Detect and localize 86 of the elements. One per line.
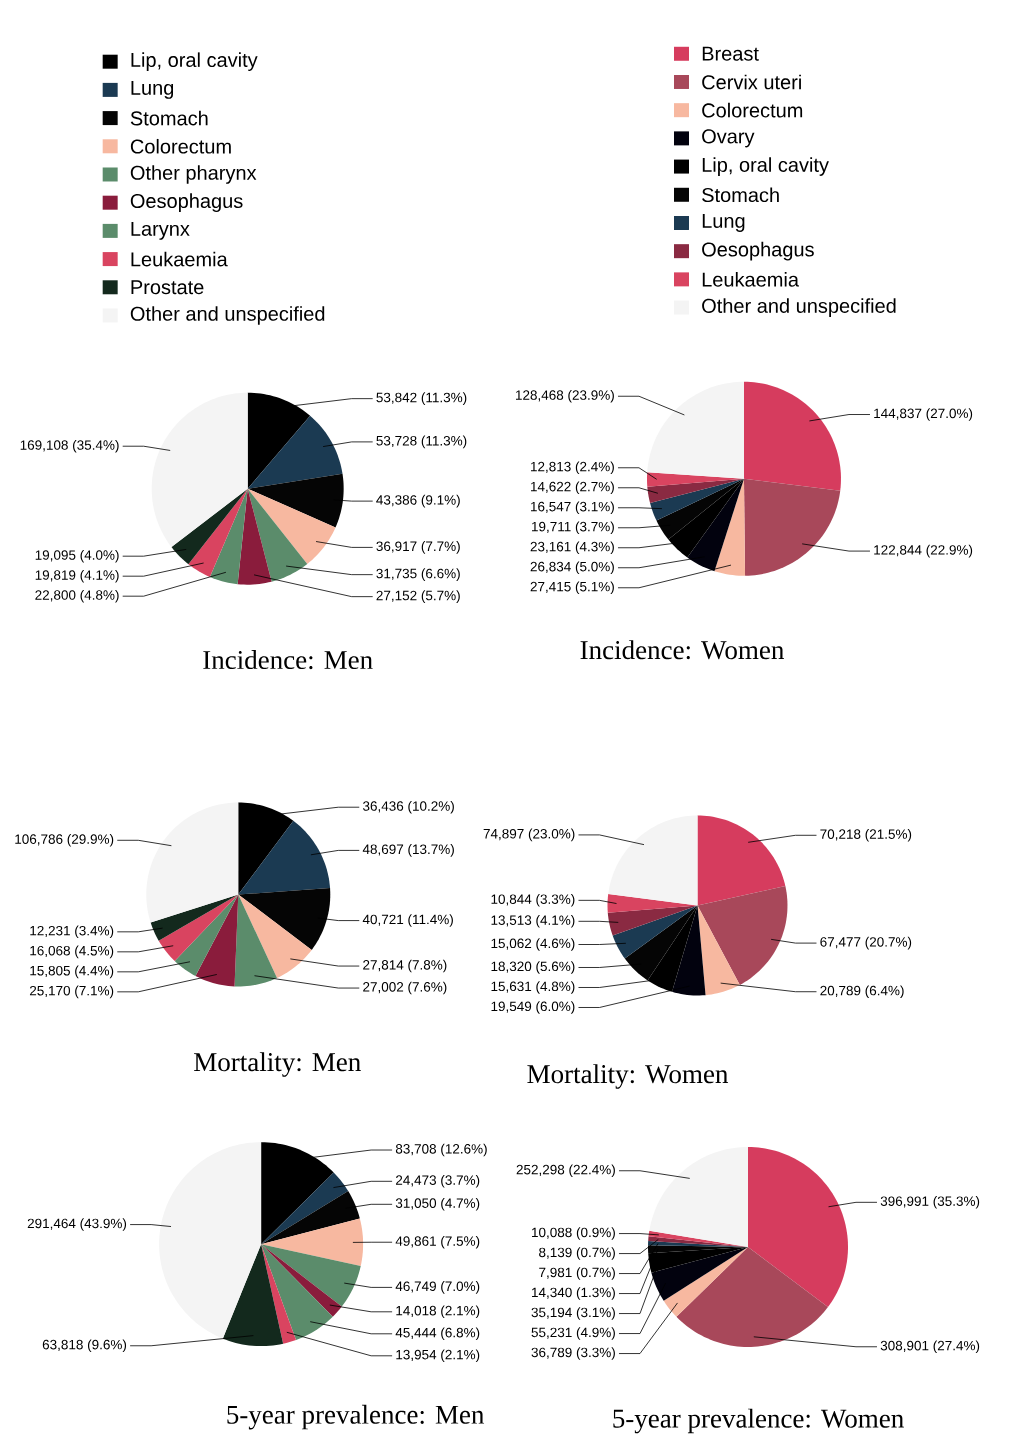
text: Mortality: Women — [527, 1064, 729, 1089]
data-label: 144,837 (27.0%) — [874, 408, 973, 421]
legend-label: Lung — [131, 80, 174, 99]
legend-label: Stomach — [130, 110, 208, 126]
data-label: 45,444 (6.8%) — [395, 1327, 480, 1341]
data-label: 24,473 (3.7%) — [395, 1175, 480, 1188]
legend-label: Leukaemia — [131, 251, 228, 267]
data-label: 19,095 (4.0%) — [35, 549, 119, 563]
legend-label: Breast — [702, 46, 759, 61]
legend-label: Prostate — [131, 280, 204, 295]
data-label: 48,697 (13.7%) — [362, 844, 454, 857]
data-label: 10,088 (0.9%) — [532, 1227, 615, 1240]
data-label: 22,800 (4.8%) — [35, 589, 119, 603]
legend-label: Oesophagus — [702, 241, 814, 261]
data-label: 18,320 (5.6%) — [491, 961, 575, 974]
data-label: 70,218 (21.5%) — [820, 829, 912, 842]
data-label: 67,477 (20.7%) — [820, 936, 912, 950]
data-label: 53,842 (11.3%) — [376, 392, 467, 405]
data-label: 53,728 (11.3%) — [376, 435, 467, 449]
text: 5-year prevalence: Women — [613, 1408, 904, 1434]
data-label: 31,050 (4.7%) — [395, 1198, 480, 1211]
data-label: 16,547 (3.1%) — [531, 501, 614, 515]
data-label: 27,415 (5.1%) — [530, 581, 614, 595]
data-label: 25,170 (7.1%) — [29, 985, 114, 999]
data-label: 46,749 (7.0%) — [395, 1281, 480, 1294]
data-label: 74,897 (23.0%) — [483, 828, 575, 842]
data-label: 128,468 (23.9%) — [515, 389, 614, 403]
text: Mortality: Men — [194, 1052, 361, 1077]
data-label: 14,622 (2.7%) — [531, 481, 614, 495]
data-label: 83,708 (12.6%) — [395, 1143, 487, 1157]
data-label: 7,981 (0.7%) — [539, 1267, 615, 1280]
data-label: 12,231 (3.4%) — [30, 925, 114, 939]
legend-label: Colorectum — [702, 102, 803, 118]
data-label: 308,901 (27.4%) — [880, 1340, 980, 1354]
legend-label: Ovary — [702, 129, 755, 148]
legend-label: Lung — [702, 214, 745, 232]
data-label: 36,789 (3.3%) — [531, 1347, 615, 1360]
data-label: 8,139 (0.7%) — [539, 1247, 615, 1260]
legend-label: Other and unspecified — [702, 298, 896, 317]
data-label: 27,814 (7.8%) — [363, 959, 447, 973]
legend-label: Stomach — [702, 187, 779, 203]
data-label: 49,861 (7.5%) — [395, 1235, 480, 1249]
data-label: 106,786 (29.9%) — [15, 834, 114, 847]
data-label: 31,735 (6.6%) — [376, 568, 460, 581]
data-label: 15,805 (4.4%) — [30, 965, 114, 979]
legend-label: Other pharynx — [130, 165, 257, 184]
legend-label: Cervix uteri — [702, 74, 801, 90]
data-label: 14,340 (1.3%) — [532, 1287, 615, 1300]
data-label: 13,954 (2.1%) — [396, 1349, 480, 1363]
data-label: 19,711 (3.7%) — [532, 521, 614, 535]
legend-label: Colorectum — [130, 138, 231, 154]
text: 5-year prevalence: Men — [227, 1404, 485, 1430]
data-label: 40,721 (11.4%) — [362, 914, 453, 927]
data-label: 35,194 (3.1%) — [531, 1307, 615, 1320]
data-label: 14,018 (2.1%) — [396, 1305, 480, 1319]
text: Incidence: Women — [580, 640, 784, 660]
data-label: 19,819 (4.1%) — [35, 569, 119, 583]
data-label: 13,513 (4.1%) — [491, 915, 575, 928]
data-label: 12,813 (2.4%) — [531, 461, 614, 475]
data-label: 291,464 (43.9%) — [27, 1218, 127, 1231]
data-label: 36,917 (7.7%) — [376, 541, 460, 554]
data-label: 15,062 (4.6%) — [491, 938, 575, 951]
legend-label: Other and unspecified — [130, 306, 325, 325]
legend-label: Lip, oral cavity — [131, 52, 258, 72]
data-label: 55,231 (4.9%) — [531, 1327, 615, 1340]
legend-label: Leukaemia — [702, 272, 799, 287]
data-label: 122,844 (22.9%) — [874, 544, 973, 558]
legend-label: Oesophagus — [130, 193, 243, 213]
data-label: 27,002 (7.6%) — [363, 981, 447, 995]
data-label: 26,834 (5.0%) — [530, 561, 614, 575]
legend-label: Larynx — [131, 221, 190, 240]
data-label: 36,436 (10.2%) — [362, 800, 454, 814]
data-label: 23,161 (4.3%) — [530, 541, 614, 555]
legend-label: Lip, oral cavity — [702, 157, 829, 176]
data-label: 63,818 (9.6%) — [42, 1339, 127, 1353]
data-label: 396,991 (35.3%) — [880, 1196, 980, 1209]
data-label: 19,549 (6.0%) — [491, 1001, 575, 1014]
data-label: 16,068 (4.5%) — [30, 945, 114, 959]
data-label: 43,386 (9.1%) — [376, 494, 460, 508]
data-label: 169,108 (35.4%) — [20, 439, 119, 453]
data-label: 27,152 (5.7%) — [376, 590, 460, 603]
data-label: 252,298 (22.4%) — [516, 1164, 615, 1178]
data-label: 15,631 (4.8%) — [491, 981, 575, 994]
text: Incidence: Men — [203, 650, 373, 670]
data-label: 10,844 (3.3%) — [491, 894, 575, 907]
data-label: 20,789 (6.4%) — [820, 985, 904, 999]
